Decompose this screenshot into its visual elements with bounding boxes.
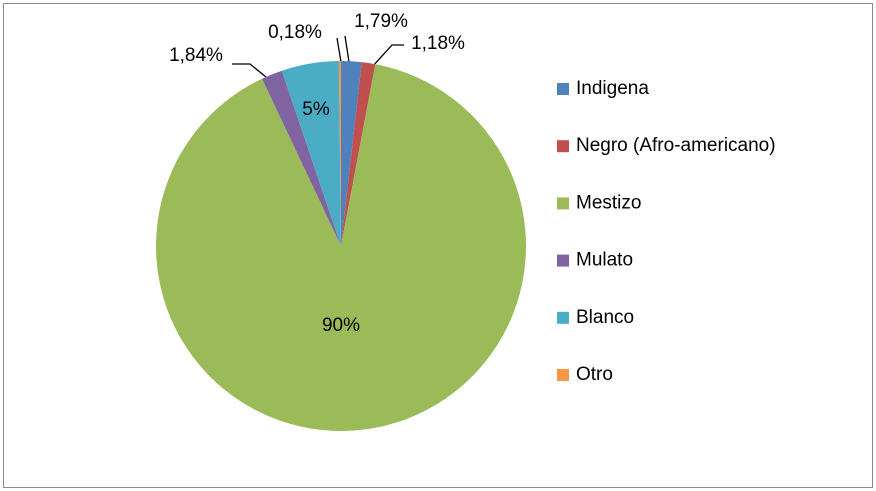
leader-lines <box>232 35 404 78</box>
leader-line <box>336 37 342 63</box>
pie-slice <box>341 61 362 246</box>
legend-swatch <box>557 83 569 95</box>
leader-line <box>371 44 404 68</box>
data-label: 1,84% <box>169 45 223 66</box>
data-label: 1,79% <box>354 11 408 32</box>
leader-line <box>344 35 350 63</box>
legend-label: Blanco <box>576 307 634 328</box>
pie-slice <box>155 64 526 432</box>
data-label: 90% <box>322 315 360 336</box>
legend-swatch <box>557 311 569 324</box>
pie-slice <box>341 62 376 246</box>
legend-label: Negro (Afro-americano) <box>576 135 776 156</box>
data-label: 1,18% <box>411 33 465 54</box>
pie-slice <box>338 61 341 246</box>
legend-label: Otro <box>576 364 613 385</box>
data-label: 0,18% <box>268 22 322 43</box>
legend-swatch <box>557 140 569 153</box>
legend-swatch <box>557 254 569 267</box>
legend-label: Mestizo <box>576 192 641 213</box>
legend-label: Indigena <box>576 78 649 99</box>
leader-line <box>232 63 267 78</box>
pie-slice <box>281 61 341 246</box>
legend-swatch <box>557 197 569 210</box>
pie-slice <box>262 70 341 246</box>
legend-label: Mulato <box>576 250 633 271</box>
data-label: 5% <box>302 99 330 120</box>
legend-swatch <box>557 369 569 381</box>
